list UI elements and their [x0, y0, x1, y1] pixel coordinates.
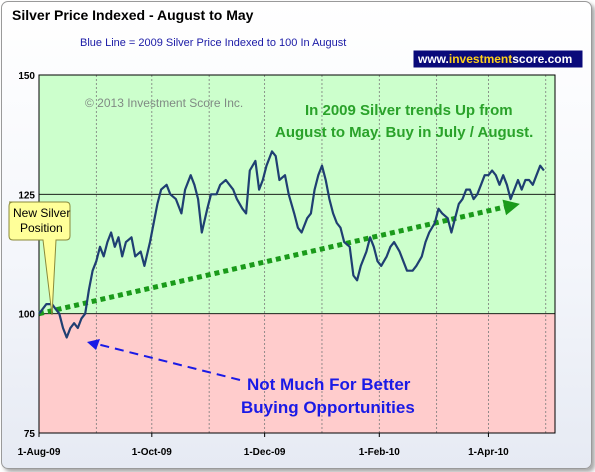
brand-prefix: www.	[417, 52, 449, 66]
trend-annotation-line2: August to May. Buy in July / August.	[275, 124, 533, 141]
chart-subtitle: Blue Line = 2009 Silver Price Indexed to…	[80, 37, 346, 49]
dip-annotation-line1: Not Much For Better	[247, 375, 411, 394]
brand-badge-box	[412, 49, 584, 69]
y-tick-label-0: 150	[18, 71, 35, 82]
y-tick-label-2: 100	[18, 310, 35, 321]
brand-badge: www.investmentscore.com	[412, 49, 584, 69]
zone-1	[39, 313, 555, 433]
series-line-silver	[38, 150, 545, 339]
brand-suffix: score.com	[512, 52, 572, 66]
callout-bubble	[8, 201, 71, 316]
chart-title: Silver Price Indexed - August to May	[12, 7, 254, 23]
x-tick-label-3: 1-Feb-10	[359, 447, 401, 458]
dip-arrow-line	[96, 343, 241, 381]
callout-line2: Position	[20, 221, 63, 235]
dip-arrow-head	[87, 339, 100, 350]
x-tick-label-4: 1-Apr-10	[468, 447, 509, 458]
callout-line1: New Silver	[13, 206, 70, 220]
trend-annotation-line1: In 2009 Silver trends Up from	[305, 102, 513, 119]
plot-border	[38, 74, 556, 434]
callout-new-position: New Silver Position	[8, 201, 71, 316]
copyright-note: © 2013 Investment Score Inc.	[85, 96, 243, 110]
brand-accent: investment	[449, 52, 512, 66]
y-tick-label-3: 75	[24, 429, 36, 440]
dip-annotation-line2: Buying Opportunities	[241, 398, 415, 417]
x-tick-label-1: 1-Oct-09	[132, 447, 172, 458]
x-tick-label-2: 1-Dec-09	[244, 447, 286, 458]
y-tick-label-1: 125	[18, 190, 35, 201]
plot-area: 150 125 100 75 1-Aug-09 1-Oct-09 1-Dec-09 1-Feb…	[18, 71, 556, 458]
x-tick-label-0: 1-Aug-09	[18, 447, 61, 458]
chart-svg: Silver Price Indexed - August to May Blu…	[8, 7, 584, 458]
trend-arrow-head	[502, 199, 520, 216]
brand-text: www.investmentscore.com	[417, 52, 572, 66]
